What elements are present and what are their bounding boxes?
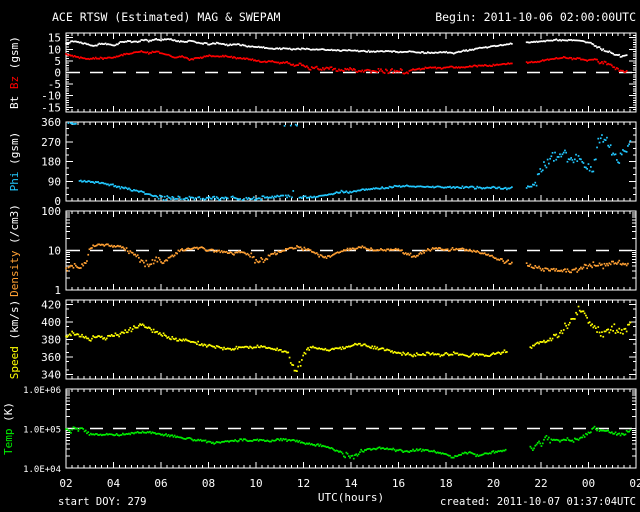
x-tick-label: 20 [487,477,500,490]
y-tick-label: 420 [41,298,61,311]
y-tick-label: 5 [54,55,61,68]
y-tick-label: 270 [41,136,61,149]
y-tick-label: 1.0E+04 [23,465,61,475]
y-axis-label-temp: Temp (K) [2,402,15,455]
y-tick-label: 340 [41,369,61,382]
x-ticks [65,211,637,290]
y-tick-label: 1.0E+05 [23,426,61,436]
panel-frame [65,121,637,202]
panel-density: 100 10 1 Density (/cm3) [8,204,637,297]
y-axis-label-speed: Speed (km/s) [8,300,21,379]
x-ticks [65,300,637,379]
created-timestamp: created: 2011-10-07 01:37:04UTC [440,496,636,508]
panel-phi: 360 270 180 90 0 Phi (gsm) [8,116,637,208]
y-tick-label: 400 [41,316,61,329]
y-axis-label-bt-bz: Bt Bz (gsm) [8,36,21,109]
x-tick-label: 00 [582,477,595,490]
y-tick-label: 180 [41,156,61,169]
y-tick-label: 10 [48,245,61,258]
x-tick-label: 06 [154,477,167,490]
y-tick-label: 0 [54,195,61,208]
x-tick-label: 22 [534,477,547,490]
x-tick-label: 02 [629,477,640,490]
y-ticks: 360 270 180 90 0 [41,116,636,208]
x-tick-label: 16 [392,477,405,490]
panel-frame [65,299,637,380]
y-tick-label: 10 [48,43,61,56]
x-axis-title: UTC(hours) [318,491,384,504]
y-tick-label: 360 [41,116,61,129]
x-tick-label: 04 [107,477,121,490]
y-ticks: 1.0E+06 1.0E+05 1.0E+04 [23,386,636,475]
panel-temp: 1.0E+06 1.0E+05 1.0E+04 Temp (K) [2,386,637,475]
y-tick-label: 1 [54,284,61,297]
y-tick-label: 380 [41,334,61,347]
x-axis: 02 04 06 08 10 12 14 16 18 20 22 00 02 UTC(hours) [59,477,640,504]
series-bz [65,50,628,75]
x-ticks [65,122,637,201]
series-phi [67,122,632,201]
begin-timestamp: Begin: 2011-10-06 02:00:00UTC [435,10,636,24]
series-bt [65,38,628,58]
y-tick-label: -15 [41,101,61,114]
series-temp [65,425,632,460]
x-ticks [65,389,637,468]
x-tick-label: 10 [249,477,262,490]
y-tick-label: 0 [54,67,61,80]
x-ticks [65,33,637,112]
y-axis-label-phi: Phi (gsm) [8,132,21,192]
y-ticks: 420 400 380 360 340 [41,298,636,382]
y-tick-label: -5 [48,78,61,91]
x-tick-label: 08 [202,477,215,490]
y-tick-label: 1.0E+06 [23,386,61,396]
y-ticks: 100 10 1 [41,205,636,297]
plot-title: ACE RTSW (Estimated) MAG & SWEPAM [52,10,281,24]
series-speed [65,305,632,372]
panel-speed: 420 400 380 360 340 Speed (km/s) [8,298,637,382]
y-tick-label: -10 [41,90,61,103]
y-tick-label: 360 [41,351,61,364]
x-tick-label: 18 [439,477,452,490]
x-tick-label: 02 [59,477,72,490]
start-doy-label: start DOY: 279 [58,496,147,508]
series-density [65,243,629,274]
y-tick-label: 15 [48,32,61,45]
y-tick-label: 100 [41,205,61,218]
y-axis-label-density: Density (/cm3) [8,204,21,297]
x-tick-label: 14 [344,477,358,490]
y-tick-label: 90 [48,175,61,188]
x-tick-label: 12 [297,477,310,490]
